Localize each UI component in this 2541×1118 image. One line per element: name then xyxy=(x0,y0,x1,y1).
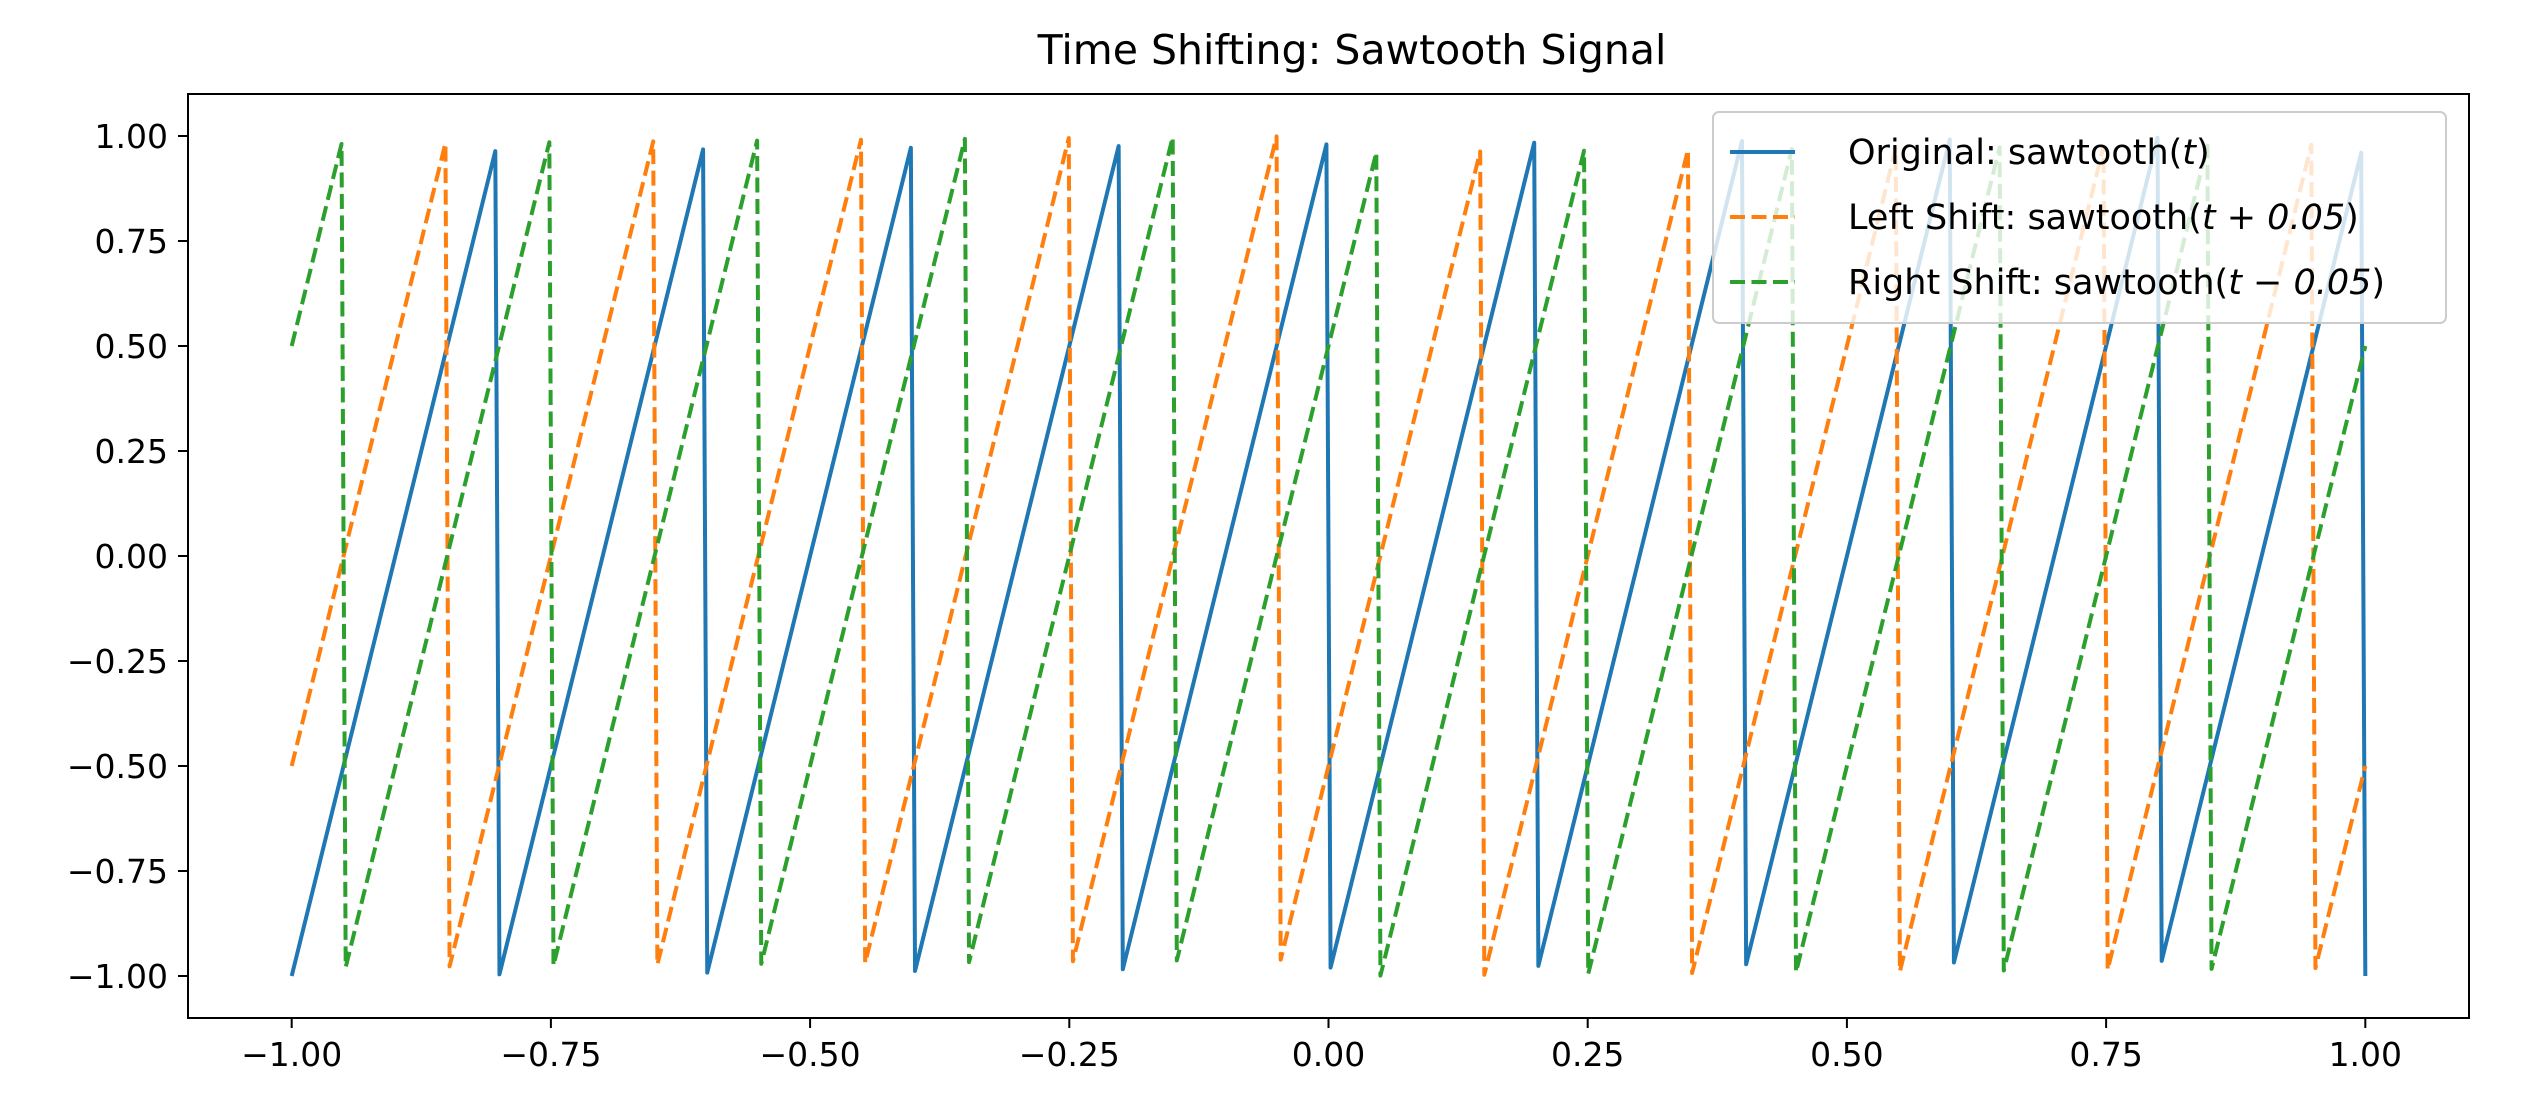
y-tick-label: 0.25 xyxy=(95,432,168,471)
x-tick-label: −0.75 xyxy=(500,1035,601,1074)
legend-label: Left Shift: sawtooth(t + 0.05) xyxy=(1848,198,2359,238)
x-tick-label: 0.25 xyxy=(1551,1035,1624,1074)
x-tick-label: −1.00 xyxy=(241,1035,342,1074)
x-tick-label: 0.75 xyxy=(2069,1035,2142,1074)
x-axis: −1.00 −0.75 −0.50 −0.25 0.00 0.25 0.50 0.75 1.00 xyxy=(241,1018,2402,1074)
series-line-2 xyxy=(289,135,2368,978)
x-tick-label: 0.50 xyxy=(1810,1035,1883,1074)
y-tick-label: −0.75 xyxy=(67,852,168,891)
y-tick-label: 0.00 xyxy=(95,537,168,576)
series-layer xyxy=(289,134,2368,978)
legend-label: Original: sawtooth(t) xyxy=(1848,133,2210,173)
x-tick-label: 1.00 xyxy=(2329,1035,2402,1074)
x-tick-label: −0.50 xyxy=(760,1035,861,1074)
series-line-1 xyxy=(289,134,2368,977)
y-tick-label: 1.00 xyxy=(95,117,168,156)
x-tick-label: −0.25 xyxy=(1019,1035,1120,1074)
y-tick-label: 0.50 xyxy=(95,327,168,366)
y-axis: 1.00 0.75 0.50 0.25 0.00 −0.25 −0.50 −0.75 −1.00 xyxy=(67,117,188,996)
legend-label: Right Shift: sawtooth(t − 0.05) xyxy=(1848,263,2385,303)
legend: Original: sawtooth(t) Left Shift: sawtoot… xyxy=(1712,111,2447,324)
series-line-0 xyxy=(289,135,2368,977)
y-tick-label: 0.75 xyxy=(95,222,168,261)
y-tick-label: −0.50 xyxy=(67,747,168,786)
x-tick-label: 0.00 xyxy=(1292,1035,1365,1074)
y-tick-label: −1.00 xyxy=(67,957,168,996)
legend-box xyxy=(1712,111,2447,324)
chart-title: Time Shifting: Sawtooth Signal xyxy=(1037,26,1667,74)
y-tick-label: −0.25 xyxy=(67,642,168,681)
